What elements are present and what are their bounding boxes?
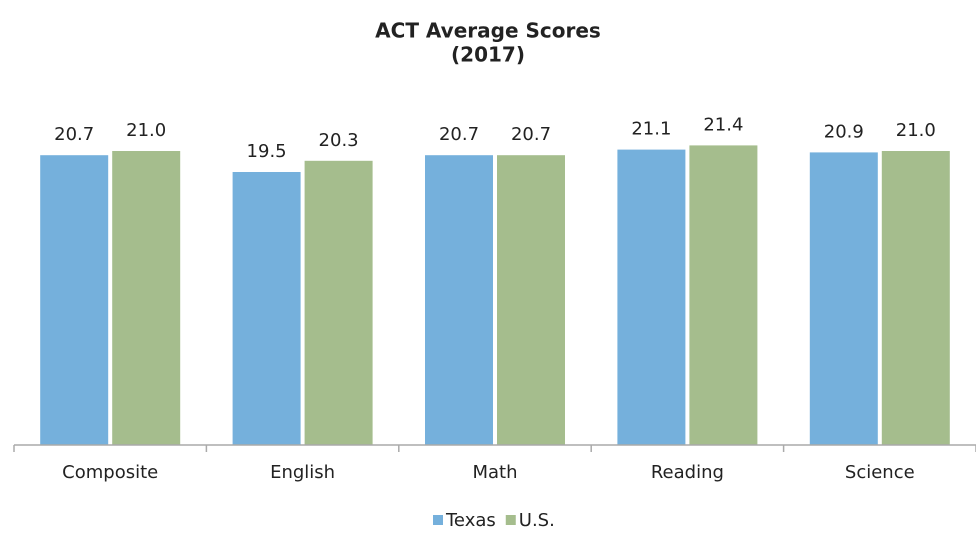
value-label: 20.7 <box>439 124 479 145</box>
bar <box>497 155 565 445</box>
legend-label: Texas <box>445 510 496 531</box>
bar <box>112 151 181 445</box>
value-label: 20.7 <box>54 124 94 145</box>
value-label: 20.3 <box>319 130 359 151</box>
x-tick-label: Reading <box>651 462 724 483</box>
chart-subtitle: (2017) <box>451 43 525 67</box>
bar <box>304 160 373 446</box>
x-tick-label: English <box>270 462 335 483</box>
value-label: 19.5 <box>247 141 287 162</box>
legend-label: U.S. <box>519 510 555 531</box>
value-label: 20.7 <box>511 124 551 145</box>
bar <box>809 152 878 445</box>
bar <box>689 145 758 445</box>
x-tick-label: Science <box>845 462 915 483</box>
x-tick-label: Math <box>472 462 517 483</box>
value-label: 21.0 <box>896 120 936 141</box>
x-tick-label: Composite <box>62 462 158 483</box>
bar <box>232 172 301 445</box>
legend-swatch <box>505 515 516 525</box>
bar <box>425 155 493 445</box>
chart-title: ACT Average Scores <box>375 19 601 43</box>
value-label: 21.4 <box>703 114 743 135</box>
bar <box>881 151 950 445</box>
value-label: 20.9 <box>824 121 864 142</box>
value-label: 21.0 <box>126 120 166 141</box>
bar <box>617 149 686 445</box>
bar <box>40 155 109 445</box>
legend-swatch <box>433 515 443 525</box>
value-label: 21.1 <box>631 119 671 140</box>
